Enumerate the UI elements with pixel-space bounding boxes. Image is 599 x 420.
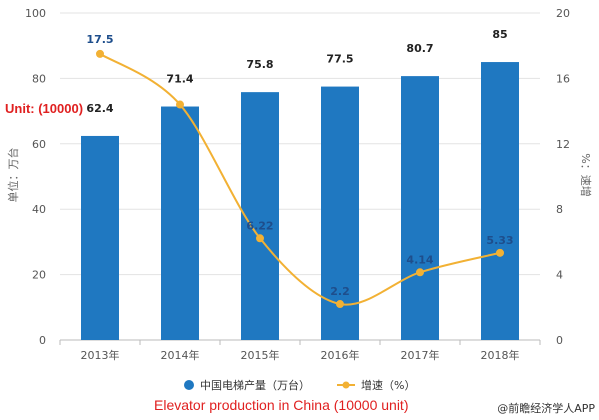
bar-value-label: 80.7 bbox=[406, 42, 433, 55]
legend-bar-label: 中国电梯产量（万台） bbox=[200, 378, 310, 392]
right-axis-tick: 16 bbox=[556, 72, 570, 85]
bar-value-label: 85 bbox=[492, 28, 507, 41]
left-axis-tick: 100 bbox=[25, 7, 46, 20]
right-axis-ticks: 0 4 8 12 16 20 bbox=[556, 7, 570, 347]
line-value-label: 17.5 bbox=[86, 33, 113, 46]
bar bbox=[481, 62, 519, 341]
x-axis-tick: 2017年 bbox=[401, 348, 440, 362]
right-axis-tick: 8 bbox=[556, 203, 563, 216]
bar-value-label: 75.8 bbox=[246, 58, 273, 71]
bar bbox=[161, 106, 199, 340]
x-axis-tick: 2013年 bbox=[81, 348, 120, 362]
line-point bbox=[336, 300, 344, 309]
legend-line-dot-icon bbox=[342, 381, 350, 389]
bar bbox=[81, 135, 119, 340]
line-point bbox=[416, 268, 424, 277]
bar-value-label: 77.5 bbox=[326, 53, 353, 66]
bar-value-label: 71.4 bbox=[166, 73, 193, 86]
right-axis-tick: 4 bbox=[556, 269, 563, 282]
bar-value-label: 62.4 bbox=[86, 102, 113, 115]
left-axis-ticks: 0 20 40 60 80 100 bbox=[25, 7, 46, 347]
legend-bar-icon bbox=[184, 380, 194, 390]
bar bbox=[321, 86, 359, 340]
line-value-label: 4.14 bbox=[406, 253, 433, 266]
line-point bbox=[96, 49, 104, 58]
x-axis-tick: 2015年 bbox=[241, 348, 280, 362]
left-axis-tick: 40 bbox=[32, 203, 46, 216]
legend-line-label: 增速（%） bbox=[361, 378, 415, 392]
right-axis-tick: 12 bbox=[556, 138, 570, 151]
bar-series: 62.4 71.4 75.8 77.5 80.7 85 bbox=[81, 28, 519, 341]
right-axis-tick: 0 bbox=[556, 334, 563, 347]
left-axis-tick: 60 bbox=[32, 138, 46, 151]
source-credit: @前瞻经济学人APP bbox=[497, 402, 595, 415]
right-axis-tick: 20 bbox=[556, 7, 570, 20]
growth-line bbox=[99, 53, 501, 306]
x-axis-tick: 2016年 bbox=[321, 348, 360, 362]
left-axis-tick: 80 bbox=[32, 72, 46, 85]
line-point bbox=[496, 248, 504, 257]
x-axis-ticks: 2013年 2014年 2015年 2016年 2017年 2018年 bbox=[59, 340, 541, 362]
chart-caption: Elevator production in China (10000 unit… bbox=[154, 397, 409, 413]
right-axis-title: %：速增 bbox=[579, 153, 593, 196]
gridlines bbox=[60, 12, 540, 341]
left-axis-tick: 20 bbox=[32, 269, 46, 282]
line-point bbox=[176, 100, 184, 109]
unit-note: Unit: (10000) bbox=[5, 101, 84, 116]
x-axis-tick: 2014年 bbox=[161, 348, 200, 362]
line-series: 17.5 6.22 2.2 4.14 5.33 bbox=[86, 33, 514, 309]
legend: 中国电梯产量（万台） 增速（%） bbox=[184, 378, 415, 392]
line-point bbox=[256, 234, 264, 243]
line-value-label: 2.2 bbox=[330, 285, 350, 298]
left-axis-tick: 0 bbox=[39, 334, 46, 347]
bar bbox=[401, 76, 439, 341]
line-value-label: 5.33 bbox=[486, 234, 513, 247]
line-value-label: 6.22 bbox=[246, 219, 273, 232]
x-axis-tick: 2018年 bbox=[481, 348, 520, 362]
bar bbox=[241, 92, 279, 340]
left-axis-title: 单位：万台 bbox=[6, 148, 20, 203]
